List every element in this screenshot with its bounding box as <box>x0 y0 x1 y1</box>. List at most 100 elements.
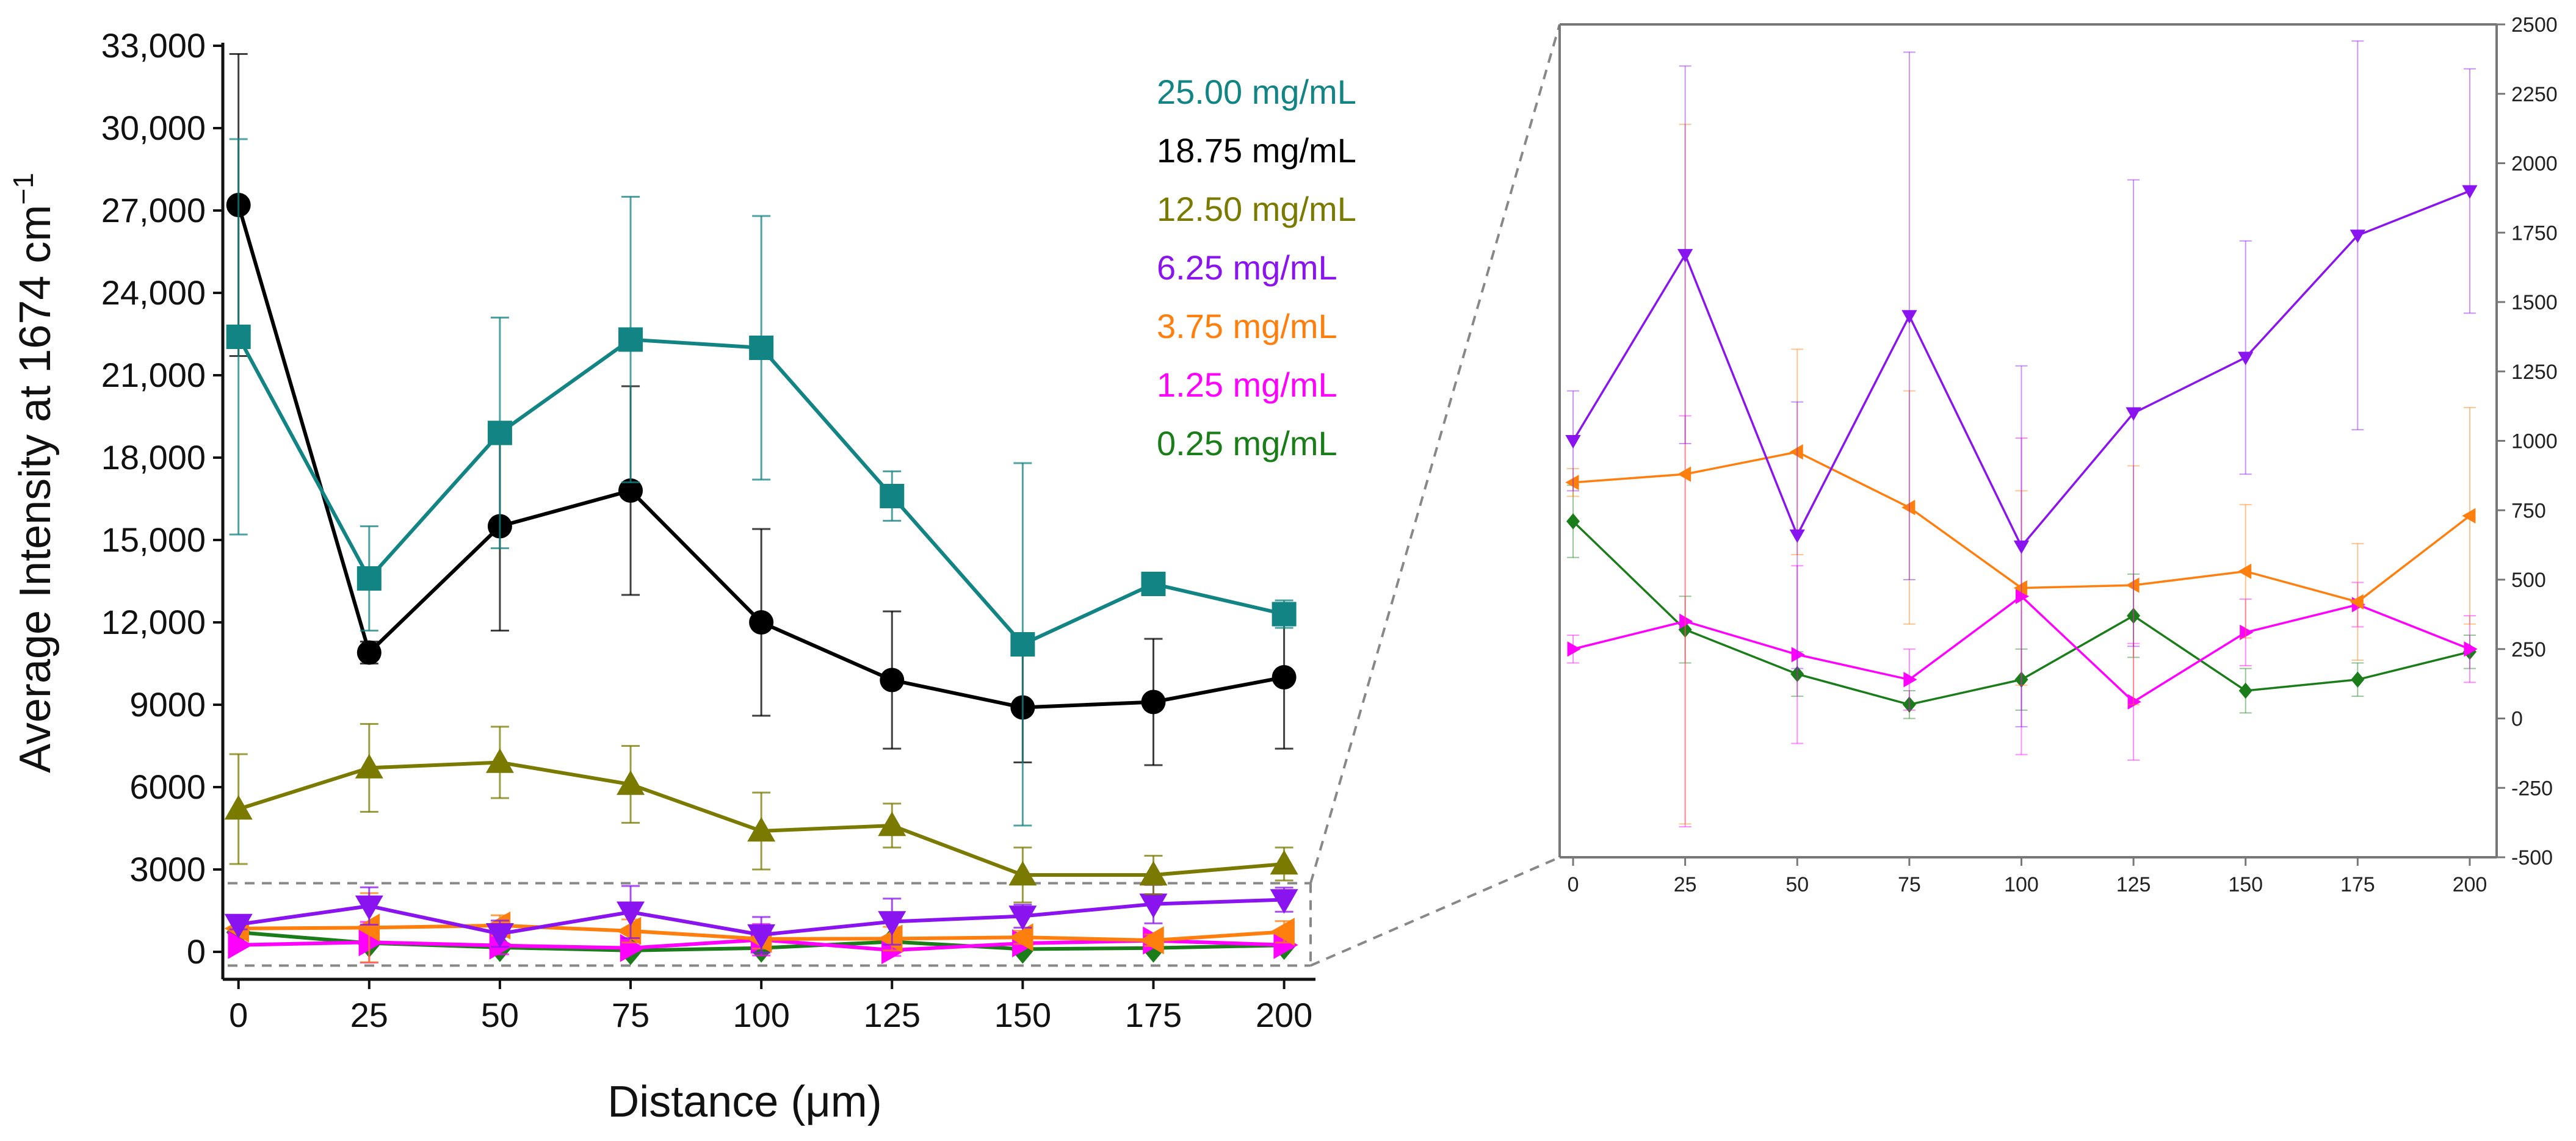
main-axes: 0 3000 6000 9000 12,000 15,000 18,000 21,000 24,… <box>101 26 1315 1034</box>
data-point <box>226 325 251 349</box>
data-point <box>1270 889 1298 914</box>
data-point <box>1273 930 1298 959</box>
legend-entry-0-25-mg-ml: 0.25 mg/mL <box>1157 424 1337 463</box>
inset-y-tick-label: 2000 <box>2511 153 2558 176</box>
y-tick-label: 0 <box>187 932 206 971</box>
inset-data-point <box>2238 682 2252 699</box>
data-point <box>620 934 645 962</box>
data-point <box>1141 689 1166 714</box>
inset-y-tick-label: 1000 <box>2511 430 2558 453</box>
inset-data-point <box>1903 672 1917 688</box>
legend-entry-1-25-mg-ml: 1.25 mg/mL <box>1157 365 1337 404</box>
inset-y-tick-label: 1250 <box>2511 361 2558 384</box>
inset-data-point <box>1901 310 1917 324</box>
data-point <box>749 336 774 360</box>
inset-y-tick-label: 500 <box>2511 569 2546 592</box>
y-tick-label: 33,000 <box>101 26 206 65</box>
connector-bottom <box>1310 856 1560 967</box>
data-point <box>487 420 512 445</box>
inset-data-point <box>2240 624 2254 641</box>
y-tick-label: 18,000 <box>101 438 206 477</box>
data-point <box>355 754 383 779</box>
data-point <box>1139 893 1168 918</box>
main-chart: 0 3000 6000 9000 12,000 15,000 18,000 21,000 24,… <box>7 26 1356 1126</box>
inset-chart: -500-25002505007501000125015001750200022… <box>1558 13 2558 896</box>
inset-data-point <box>2462 508 2476 524</box>
data-point <box>1010 632 1035 657</box>
inset-y-tick-label: 1750 <box>2511 221 2558 245</box>
y-tick-label: 21,000 <box>101 356 206 394</box>
data-point <box>485 923 514 948</box>
inset-x-tick-label: 175 <box>2340 873 2375 896</box>
data-point <box>618 327 643 352</box>
y-tick-label: 6000 <box>129 768 206 806</box>
inset-y-tick-label: -250 <box>2511 777 2553 800</box>
inset-y-tick-label: 1500 <box>2511 291 2558 314</box>
y-tick-label: 9000 <box>129 685 206 724</box>
data-point <box>1139 926 1164 955</box>
zoom-region-box <box>228 882 1312 967</box>
data-point <box>1141 572 1166 596</box>
data-point <box>355 895 383 920</box>
legend-entry-25-00-mg-ml: 25.00 mg/mL <box>1157 73 1356 111</box>
inset-x-tick-label: 125 <box>2116 873 2151 896</box>
inset-data-point <box>1791 647 1805 663</box>
x-tick-label: 0 <box>229 996 248 1034</box>
main-series-layer <box>224 53 1298 965</box>
series-12-50-mg-ml <box>224 723 1298 904</box>
legend-entry-3-75-mg-ml: 3.75 mg/mL <box>1157 307 1337 345</box>
data-point <box>618 478 643 503</box>
inset-series-3-75-mg-ml <box>1565 123 2476 825</box>
inset-x-tick-label: 150 <box>2228 873 2263 896</box>
series-6-25-mg-ml <box>224 884 1298 954</box>
inset-data-point <box>2462 185 2478 199</box>
data-point <box>485 748 514 773</box>
data-point <box>224 913 253 938</box>
inset-y-tick-label: 2250 <box>2511 83 2558 106</box>
inset-data-point <box>1566 513 1580 530</box>
inset-series-6-25-mg-ml <box>1565 40 2478 728</box>
inset-y-tick-label: 250 <box>2511 638 2546 661</box>
data-point <box>617 901 645 926</box>
data-point <box>878 812 906 837</box>
inset-data-point <box>1565 435 1581 449</box>
series-25-00-mg-ml <box>226 138 1297 827</box>
y-tick-label: 24,000 <box>101 273 206 312</box>
inset-x-tick-label: 25 <box>1674 873 1697 896</box>
y-tick-label: 15,000 <box>101 520 206 559</box>
x-tick-label: 100 <box>733 996 789 1034</box>
inset-y-tick-label: 2500 <box>2511 13 2558 37</box>
data-point <box>617 770 645 795</box>
inset-data-point <box>1902 696 1916 713</box>
data-point <box>1008 923 1033 952</box>
data-point <box>749 610 774 635</box>
inset-x-tick-label: 75 <box>1898 873 1921 896</box>
inset-data-point <box>1677 249 1693 263</box>
y-axis-title-superscript: −1 <box>7 173 39 204</box>
inset-y-tick-label: 750 <box>2511 499 2546 522</box>
inset-data-point <box>2014 671 2028 688</box>
data-point <box>880 484 905 508</box>
data-point <box>878 911 906 936</box>
inset-y-tick-label: -500 <box>2511 846 2553 869</box>
y-tick-label: 12,000 <box>101 603 206 641</box>
inset-data-point <box>2126 577 2140 593</box>
y-tick-label: 30,000 <box>101 109 206 147</box>
data-point <box>1139 861 1168 886</box>
legend-entry-12-50-mg-ml: 12.50 mg/mL <box>1157 190 1356 228</box>
data-point <box>228 930 253 959</box>
legend-entry-18-75-mg-ml: 18.75 mg/mL <box>1157 131 1356 170</box>
data-point <box>358 928 383 957</box>
data-point <box>878 924 903 953</box>
x-tick-label: 125 <box>864 996 921 1034</box>
inset-data-point <box>2013 540 2030 555</box>
inset-data-point <box>2126 407 2141 421</box>
connector-top <box>1309 24 1561 884</box>
inset-data-point <box>2127 607 2141 624</box>
inset-data-point <box>2127 694 2141 710</box>
inset-axes: -500-25002505007501000125015001750200022… <box>1558 13 2558 896</box>
y-axis-title: Average Intensity at 1674 cm−1 <box>7 173 60 773</box>
inset-x-tick-label: 200 <box>2453 873 2487 896</box>
inset-data-point <box>2350 229 2365 243</box>
